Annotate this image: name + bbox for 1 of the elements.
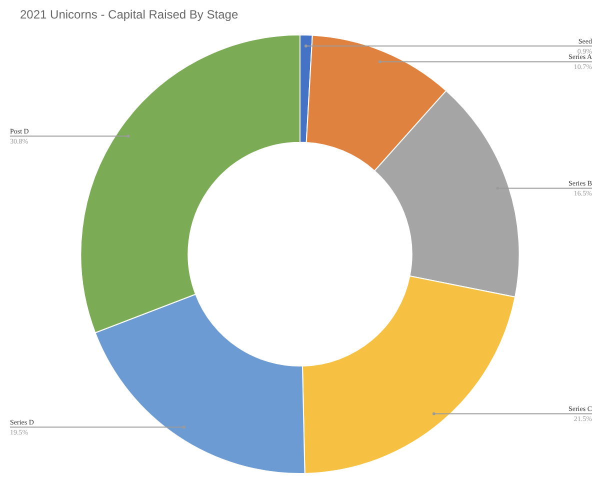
chart-title: 2021 Unicorns - Capital Raised By Stage (20, 8, 238, 22)
